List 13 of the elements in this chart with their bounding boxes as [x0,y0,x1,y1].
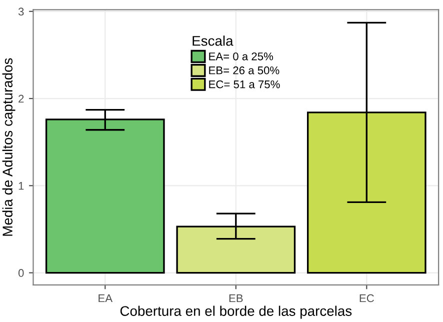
y-axis-title: Media de Adultos capturados [2,58,16,236]
x-tick-label: EC [360,294,374,302]
legend-label: EA= 0 a 25% [209,52,274,60]
legend-title: Escala [192,36,234,46]
y-tick-label: 2 [18,94,24,103]
y-tick-label: 0 [18,269,24,277]
x-tick-label: EB [229,294,243,302]
y-tick-label: 1 [18,182,24,190]
y-tick-label: 3 [18,8,24,16]
legend-label: EB= 26 a 50% [209,66,280,74]
x-tick-label: EA [98,294,113,302]
x-axis-title: Cobertura en el borde de las parcelas [120,306,352,319]
legend-label: EC= 51 a 75% [209,80,280,88]
